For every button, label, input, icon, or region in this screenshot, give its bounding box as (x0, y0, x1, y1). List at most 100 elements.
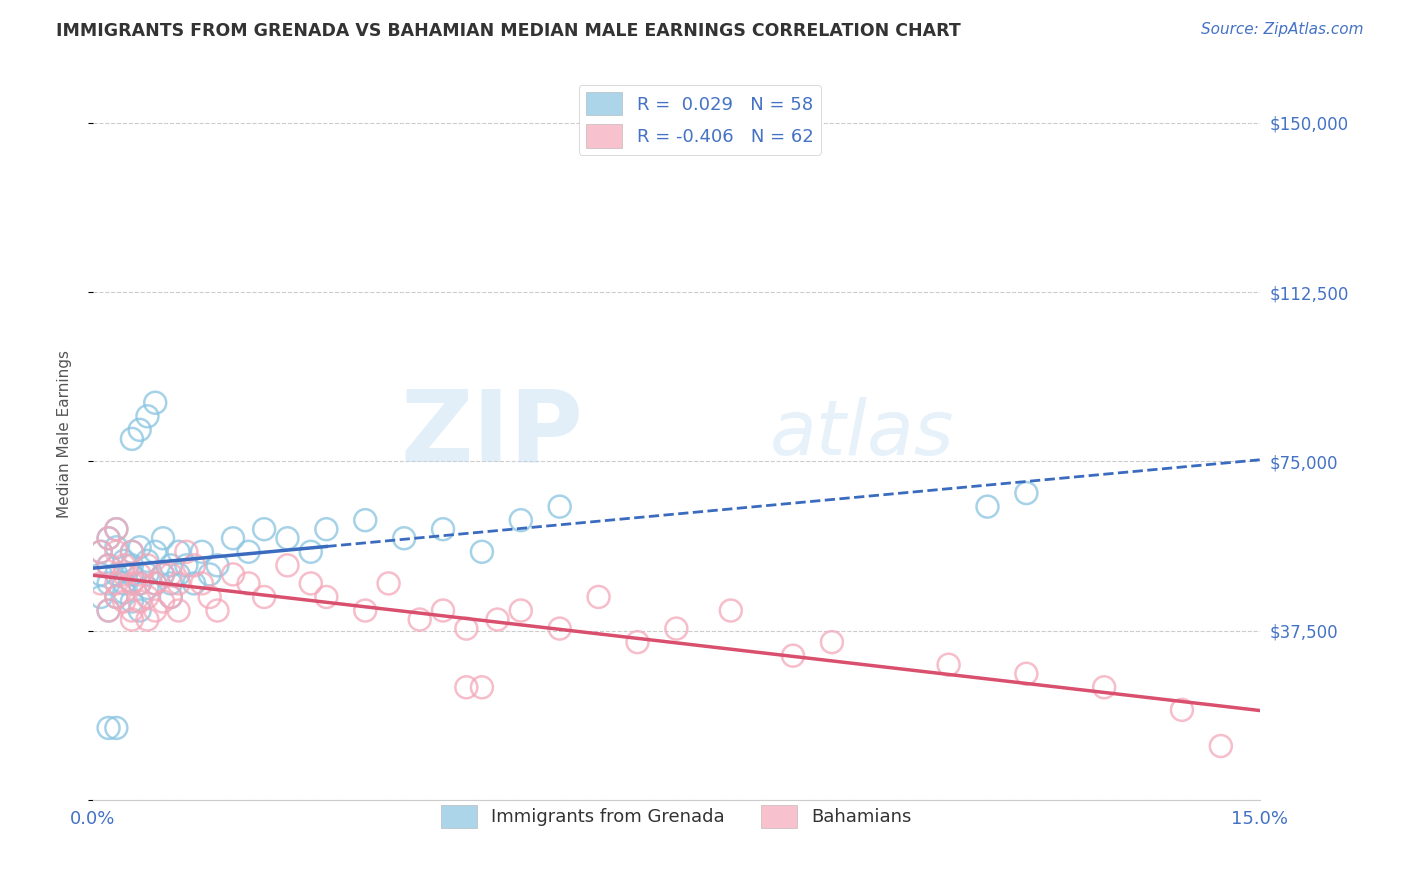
Point (159, 576, 181, 591)
Point (121, 432, 143, 446)
Y-axis label: Median Male Earnings: Median Male Earnings (58, 351, 72, 518)
Point (509, 513, 531, 527)
Point (97, 603, 120, 617)
Point (128, 423, 150, 437)
Point (97, 531, 120, 545)
Point (456, 681, 478, 695)
Point (136, 409, 159, 424)
Point (432, 522, 454, 536)
Point (121, 603, 143, 617)
Point (105, 590, 128, 604)
Point (1092, 681, 1115, 695)
Point (121, 594, 143, 608)
Point (136, 567, 159, 582)
Point (354, 603, 377, 617)
Point (976, 500, 998, 514)
Point (821, 635, 844, 649)
Text: ZIP: ZIP (401, 386, 583, 483)
Point (207, 558, 229, 573)
Point (299, 545, 322, 559)
Point (143, 576, 166, 591)
Point (105, 567, 128, 582)
Point (354, 513, 377, 527)
Point (471, 681, 494, 695)
Point (90, 567, 112, 582)
Text: Source: ZipAtlas.com: Source: ZipAtlas.com (1201, 22, 1364, 37)
Point (121, 545, 143, 559)
Point (238, 545, 260, 559)
Point (665, 622, 688, 636)
Point (191, 545, 214, 559)
Point (105, 590, 128, 604)
Text: IMMIGRANTS FROM GRENADA VS BAHAMIAN MEDIAN MALE EARNINGS CORRELATION CHART: IMMIGRANTS FROM GRENADA VS BAHAMIAN MEDI… (56, 22, 960, 40)
Point (207, 603, 229, 617)
Point (159, 558, 181, 573)
Point (90, 545, 112, 559)
Point (97, 721, 120, 735)
Point (588, 590, 610, 604)
Point (377, 576, 399, 591)
Point (167, 576, 190, 591)
Point (548, 500, 571, 514)
Point (1209, 739, 1232, 753)
Point (471, 545, 494, 559)
Point (121, 576, 143, 591)
Point (128, 603, 150, 617)
Point (782, 648, 804, 663)
Point (128, 576, 150, 591)
Point (105, 522, 128, 536)
Point (152, 567, 174, 582)
Point (938, 657, 960, 672)
Text: atlas: atlas (769, 397, 955, 471)
Point (222, 531, 245, 545)
Point (97, 558, 120, 573)
Point (121, 567, 143, 582)
Legend: Immigrants from Grenada, Bahamians: Immigrants from Grenada, Bahamians (433, 797, 920, 835)
Point (121, 613, 143, 627)
Point (1015, 486, 1038, 500)
Point (128, 567, 150, 582)
Point (191, 576, 214, 591)
Point (509, 603, 531, 617)
Point (121, 558, 143, 573)
Point (276, 558, 298, 573)
Point (238, 576, 260, 591)
Point (97, 558, 120, 573)
Point (112, 558, 135, 573)
Point (105, 522, 128, 536)
Point (152, 531, 174, 545)
Point (456, 622, 478, 636)
Point (1015, 666, 1038, 681)
Point (486, 613, 509, 627)
Point (167, 567, 190, 582)
Point (112, 594, 135, 608)
Point (167, 603, 190, 617)
Point (222, 567, 245, 582)
Point (720, 603, 742, 617)
Point (121, 545, 143, 559)
Point (299, 576, 322, 591)
Point (97, 603, 120, 617)
Point (392, 531, 415, 545)
Point (1171, 703, 1194, 717)
Point (143, 396, 166, 410)
Point (198, 590, 221, 604)
Point (152, 594, 174, 608)
Point (136, 613, 159, 627)
Point (90, 590, 112, 604)
Point (276, 531, 298, 545)
Point (253, 522, 276, 536)
Point (626, 635, 648, 649)
Point (176, 558, 198, 573)
Point (97, 576, 120, 591)
Point (159, 590, 181, 604)
Point (143, 576, 166, 591)
Point (183, 558, 205, 573)
Point (136, 590, 159, 604)
Point (112, 576, 135, 591)
Point (143, 603, 166, 617)
Point (167, 545, 190, 559)
Point (97, 531, 120, 545)
Point (112, 567, 135, 582)
Point (128, 541, 150, 555)
